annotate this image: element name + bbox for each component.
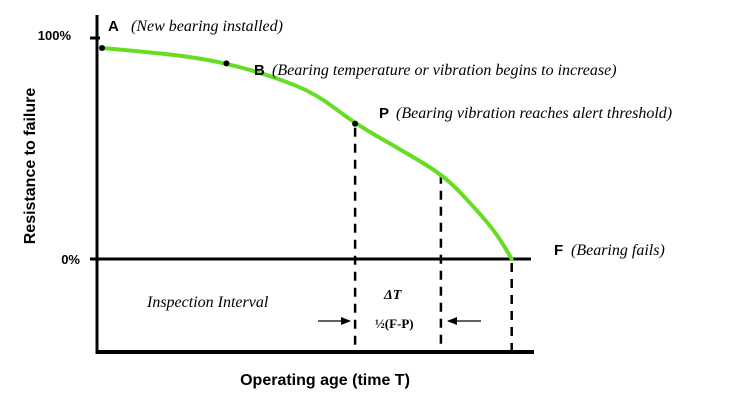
marker-a-letter: A <box>108 18 119 35</box>
x-axis-label: Operating age (time T) <box>240 372 410 389</box>
y-tick-label-0: 0% <box>61 252 80 267</box>
marker-dot-a <box>99 45 105 51</box>
marker-b-letter: B <box>254 62 265 79</box>
marker-b-label: (Bearing temperature or vibration begins… <box>272 62 617 79</box>
delta-t-label: ΔT <box>383 288 403 303</box>
marker-a-label: (New bearing installed) <box>131 18 283 35</box>
half-fp-label: ½(F-P) <box>375 316 414 331</box>
y-tick-label-100: 100% <box>38 28 72 43</box>
marker-p-letter: P <box>379 105 389 122</box>
dashed-lines <box>353 127 513 352</box>
y-axis-label: Resistance to failure <box>22 88 39 245</box>
marker-p-label: (Bearing vibration reaches alert thresho… <box>396 105 672 122</box>
marker-f-label: (Bearing fails) <box>571 242 665 259</box>
markers <box>99 45 359 127</box>
marker-dot-b <box>223 60 230 67</box>
inspection-interval-label: Inspection Interval <box>146 294 269 311</box>
marker-f-letter: F <box>554 242 563 259</box>
marker-dot-p <box>352 120 359 127</box>
resistance-curve <box>100 46 514 261</box>
